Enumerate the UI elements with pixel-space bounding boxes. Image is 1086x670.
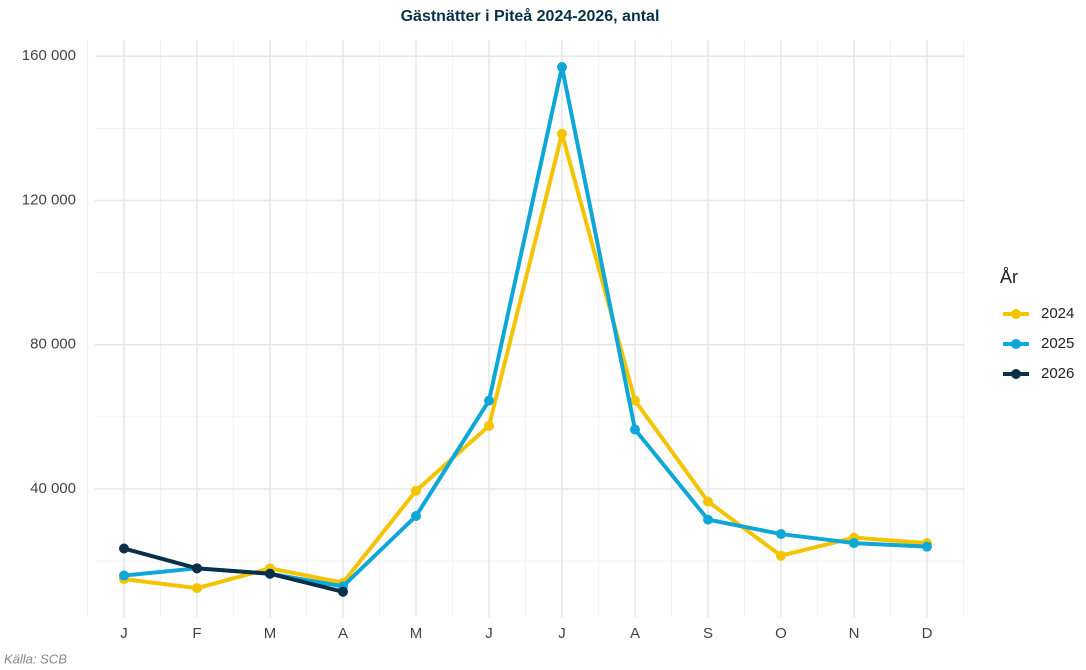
point — [557, 62, 567, 73]
x-tick-label: S — [703, 625, 713, 642]
line — [123, 546, 344, 594]
legend-label: 2025 — [1041, 335, 1074, 352]
x-tick-label: D — [922, 625, 933, 642]
x-tick-label: A — [338, 625, 348, 642]
x-tick-label: O — [775, 625, 787, 642]
legend-key-point — [1011, 369, 1021, 379]
x-tick-label: A — [630, 625, 640, 642]
point — [119, 543, 129, 554]
point — [630, 424, 640, 435]
x-tick-label: J — [558, 625, 566, 642]
point — [411, 485, 421, 496]
legend-key-point — [1011, 339, 1021, 349]
x-tick-label: M — [410, 625, 423, 642]
point — [119, 570, 129, 581]
point — [192, 563, 202, 574]
x-tick-label: F — [192, 625, 201, 642]
point — [484, 395, 494, 406]
point — [557, 128, 567, 139]
point — [338, 586, 348, 597]
point — [849, 538, 859, 549]
point — [411, 511, 421, 522]
x-tick-label: J — [120, 625, 128, 642]
point — [922, 541, 932, 552]
x-tick-label: M — [264, 625, 277, 642]
legend-key-point — [1011, 309, 1021, 319]
legend-title: År — [1000, 267, 1018, 287]
y-tick-label: 120 000 — [22, 191, 76, 208]
y-tick-label: 160 000 — [22, 47, 76, 64]
x-tick-label: N — [849, 625, 860, 642]
point — [703, 514, 713, 525]
legend-label: 2024 — [1041, 305, 1074, 322]
point — [265, 568, 275, 579]
point — [776, 550, 786, 561]
y-tick-label: 40 000 — [30, 480, 76, 497]
source: Källa: SCB — [4, 651, 67, 666]
chart-title: Gästnätter i Piteå 2024-2026, antal — [401, 7, 660, 25]
y-tick-label: 80 000 — [30, 336, 76, 353]
point — [776, 529, 786, 540]
x-tick-label: J — [485, 625, 493, 642]
point — [630, 395, 640, 406]
legend-label: 2026 — [1041, 365, 1074, 382]
point — [703, 496, 713, 507]
point — [192, 583, 202, 594]
point — [484, 420, 494, 431]
